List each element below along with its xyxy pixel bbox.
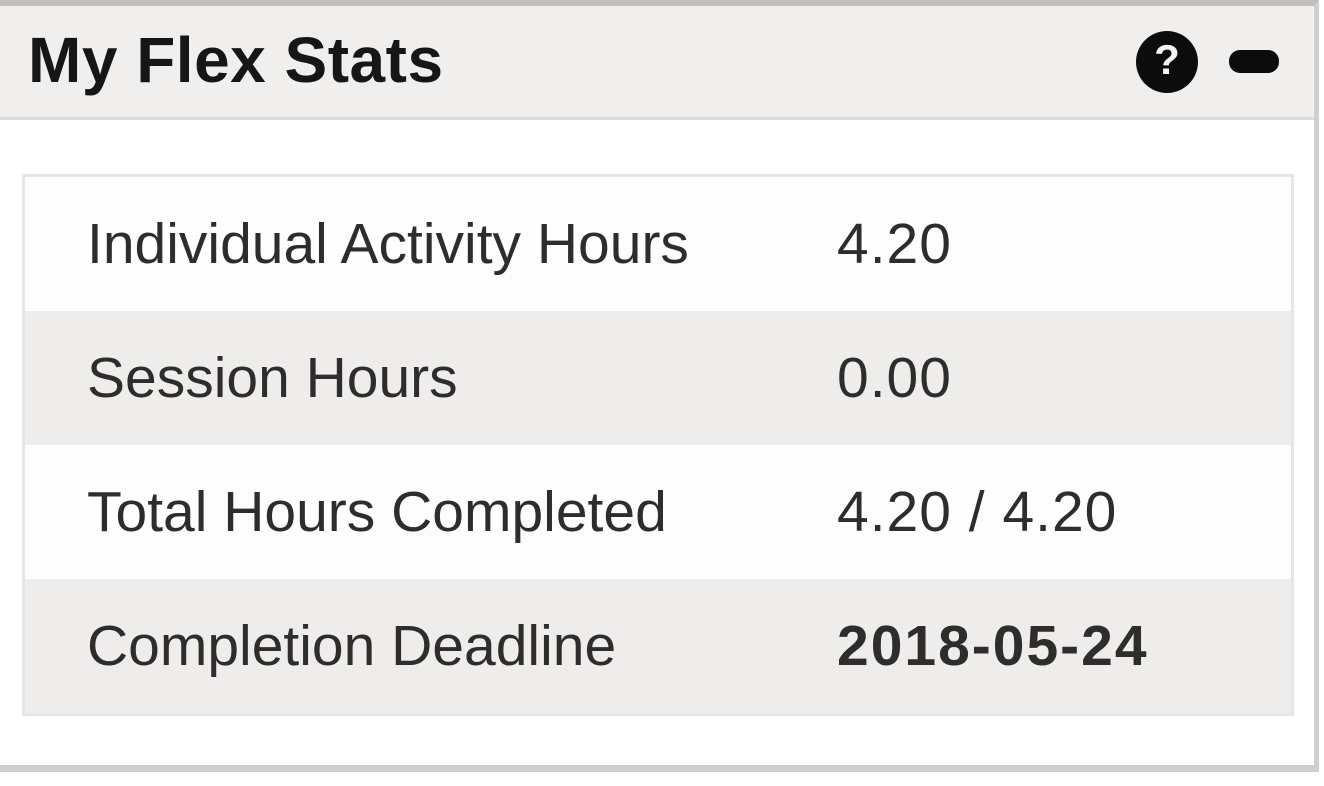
my-flex-stats-panel: My Flex Stats ? Individual Activity Hour… — [0, 0, 1319, 772]
stat-label: Session Hours — [87, 346, 458, 410]
minimize-button[interactable] — [1228, 43, 1280, 81]
panel-header: My Flex Stats ? — [0, 6, 1314, 120]
table-row: Total Hours Completed 4.20 / 4.20 — [25, 445, 1291, 579]
stat-label: Total Hours Completed — [87, 480, 667, 544]
stat-value: 2018-05-24 — [837, 614, 1149, 678]
table-row: Individual Activity Hours 4.20 — [25, 177, 1291, 311]
stat-value: 4.20 — [837, 212, 952, 276]
help-button[interactable]: ? — [1136, 30, 1198, 93]
minus-icon — [1229, 50, 1279, 73]
question-mark-icon: ? — [1154, 36, 1180, 83]
stat-value: 4.20 / 4.20 — [837, 480, 1118, 544]
panel-title: My Flex Stats — [28, 23, 444, 96]
stats-table: Individual Activity Hours 4.20 Session H… — [22, 174, 1294, 716]
table-row: Session Hours 0.00 — [25, 311, 1291, 445]
stat-value: 0.00 — [837, 346, 952, 410]
table-row: Completion Deadline 2018-05-24 — [25, 579, 1291, 713]
stat-label: Individual Activity Hours — [87, 212, 689, 276]
stat-label: Completion Deadline — [87, 614, 617, 678]
